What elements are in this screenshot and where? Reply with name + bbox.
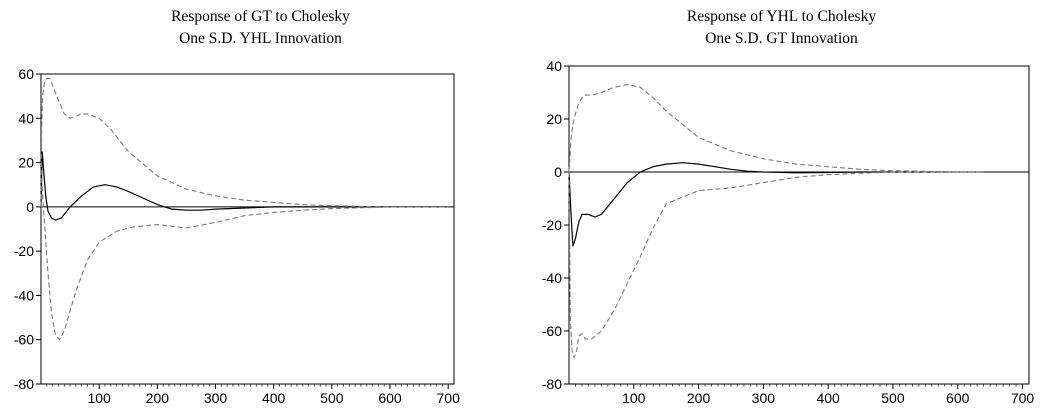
x-tick-label: 500 [881, 390, 905, 406]
x-tick-label: 600 [378, 390, 402, 406]
x-tick-label: 600 [946, 390, 970, 406]
x-tick-label: 700 [437, 390, 461, 406]
plot-frame [568, 65, 1030, 385]
chart-title-line2: One S.D. GT Innovation [705, 30, 858, 47]
x-tick-label: 300 [204, 390, 228, 406]
confidence-band-line [568, 171, 984, 360]
y-tick-label: -60 [542, 323, 562, 339]
y-tick-label: 20 [18, 155, 34, 171]
chart-right: Response of YHL to Cholesky One S.D. GT … [521, 0, 1042, 408]
x-tick-label: 100 [622, 390, 646, 406]
x-tick-label: 200 [146, 390, 170, 406]
y-tick-label: 40 [18, 110, 34, 126]
y-tick-label: -40 [14, 287, 34, 303]
plot-frame [40, 73, 455, 385]
chart-title-line1: Response of YHL to Cholesky [686, 8, 877, 25]
y-tick-label: 0 [554, 164, 562, 180]
y-tick-label: 60 [18, 66, 34, 82]
y-tick-label: -80 [542, 376, 562, 392]
x-tick-label: 100 [87, 390, 111, 406]
y-tick-label: 40 [546, 58, 562, 74]
confidence-band-line [40, 77, 449, 208]
confidence-band-line [40, 184, 449, 341]
x-tick-label: 700 [1011, 390, 1035, 406]
response-line [40, 151, 449, 221]
y-tick-label: -60 [14, 332, 34, 348]
chart-title-line2: One S.D. YHL Innovation [179, 30, 342, 47]
x-tick-label: 400 [816, 390, 840, 406]
chart-left: Response of GT to Cholesky One S.D. YHL … [14, 8, 461, 406]
y-tick-label: 20 [546, 111, 562, 127]
response-line [568, 162, 984, 247]
y-tick-label: -20 [542, 217, 562, 233]
y-tick-label: -80 [14, 376, 34, 392]
y-tick-label: -40 [542, 270, 562, 286]
x-tick-label: 300 [752, 390, 776, 406]
x-tick-label: 200 [687, 390, 711, 406]
confidence-band-line [568, 84, 984, 173]
x-tick-label: 400 [262, 390, 286, 406]
y-tick-label: 0 [26, 199, 34, 215]
y-tick-label: -20 [14, 243, 34, 259]
x-tick-label: 500 [320, 390, 344, 406]
chart-title-line1: Response of GT to Cholesky [171, 8, 350, 25]
